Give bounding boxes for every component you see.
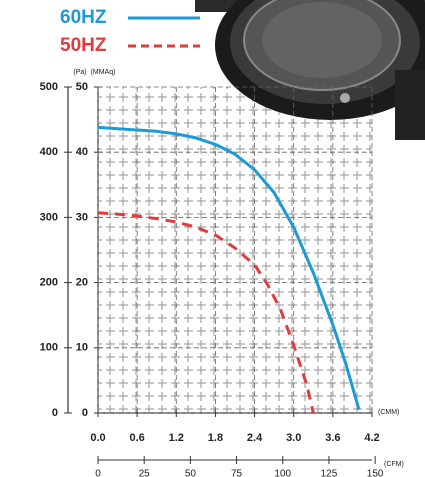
y-tick-label: 0 bbox=[82, 407, 88, 419]
grid-pattern bbox=[98, 87, 372, 413]
x-tick-label: 1.2 bbox=[169, 432, 184, 444]
fan-image bbox=[195, 0, 425, 140]
x-tick-label: 0.0 bbox=[90, 432, 105, 444]
y-tick-label: 20 bbox=[76, 277, 88, 289]
y-tick-label: 30 bbox=[76, 211, 88, 223]
x-tick-label: 0.6 bbox=[129, 432, 144, 444]
y2-tick-label: 400 bbox=[40, 146, 58, 158]
x2-tick-label: 50 bbox=[185, 469, 197, 477]
y2-tick-label: 300 bbox=[40, 211, 58, 223]
series-line bbox=[97, 211, 315, 414]
x-tick-label: 2.4 bbox=[247, 432, 263, 444]
y2-axis-label: (Pa) bbox=[73, 69, 86, 76]
series-line bbox=[97, 125, 361, 411]
x2-axis-label: (CFM) bbox=[384, 461, 404, 468]
y-axis-label: (MMAq) bbox=[91, 69, 116, 76]
x-tick-label: 4.2 bbox=[364, 432, 379, 444]
y2-tick-label: 200 bbox=[40, 277, 58, 289]
x-axis-label: (CMM) bbox=[378, 409, 399, 416]
y2-tick-label: 500 bbox=[40, 81, 58, 93]
y-tick-label: 10 bbox=[76, 342, 88, 354]
x2-tick-label: 0 bbox=[95, 469, 101, 477]
x-tick-label: 3.6 bbox=[325, 432, 340, 444]
x2-tick-label: 75 bbox=[231, 469, 243, 477]
legend-label: 50HZ bbox=[60, 35, 107, 56]
x-tick-label: 3.0 bbox=[286, 432, 301, 444]
x2-tick-label: 25 bbox=[139, 469, 151, 477]
x2-tick-label: 150 bbox=[367, 469, 384, 477]
y2-tick-label: 0 bbox=[52, 407, 58, 419]
legend-label: 60HZ bbox=[60, 7, 107, 28]
y-tick-label: 40 bbox=[76, 146, 88, 158]
x2-tick-label: 100 bbox=[274, 469, 291, 477]
y-tick-label: 50 bbox=[76, 81, 88, 93]
x-tick-label: 1.8 bbox=[208, 432, 223, 444]
y2-tick-label: 100 bbox=[40, 342, 58, 354]
x2-tick-label: 125 bbox=[321, 469, 338, 477]
